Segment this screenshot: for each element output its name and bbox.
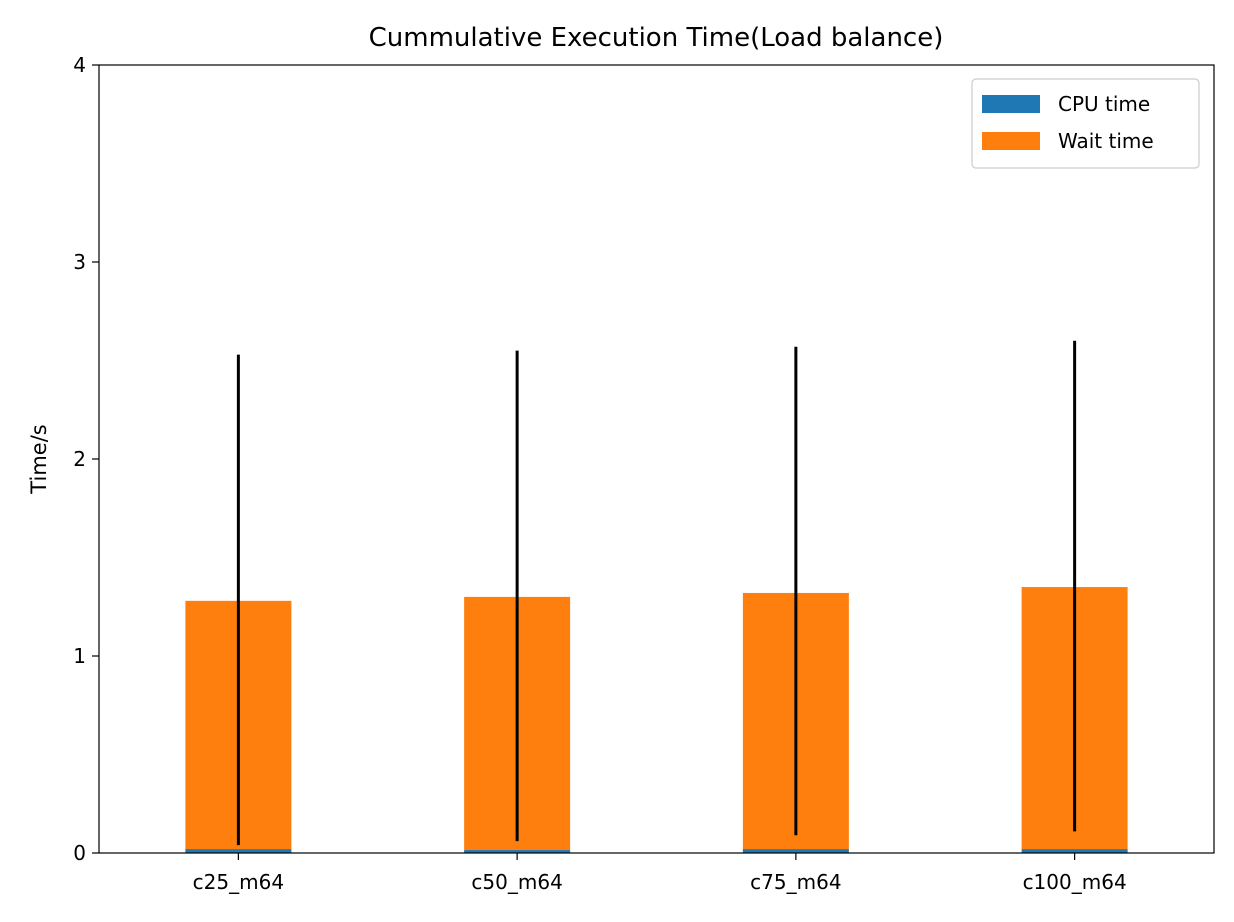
legend-label-cpu-time: CPU time <box>1058 92 1150 116</box>
legend-swatch-wait-time <box>982 132 1040 150</box>
y-tick-label-0: 0 <box>73 841 86 865</box>
chart-title: Cummulative Execution Time(Load balance) <box>369 23 944 53</box>
bar-cpu-time-c25_m64 <box>185 849 292 853</box>
y-tick-label-1: 1 <box>73 644 86 668</box>
bar-cpu-time-c75_m64 <box>742 849 849 853</box>
legend-label-wait-time: Wait time <box>1058 129 1154 153</box>
y-tick-label-4: 4 <box>73 53 86 77</box>
bar-cpu-time-c100_m64 <box>1021 849 1128 853</box>
y-tick-label-2: 2 <box>73 447 86 471</box>
x-tick-label-c100_m64: c100_m64 <box>1023 870 1127 894</box>
legend-swatch-cpu-time <box>982 95 1040 113</box>
x-tick-label-c50_m64: c50_m64 <box>471 870 562 894</box>
bar-cpu-time-c50_m64 <box>464 850 571 853</box>
x-tick-label-c75_m64: c75_m64 <box>750 870 841 894</box>
legend: CPU time Wait time <box>971 78 1200 169</box>
plot-area: 0 1 2 3 4 c25_m64 c50_m64 c75_m64 c100_m64 <box>73 53 1215 894</box>
x-tick-label-c25_m64: c25_m64 <box>193 870 284 894</box>
y-axis-label: Time/s <box>27 424 51 494</box>
y-tick-label-3: 3 <box>73 250 86 274</box>
